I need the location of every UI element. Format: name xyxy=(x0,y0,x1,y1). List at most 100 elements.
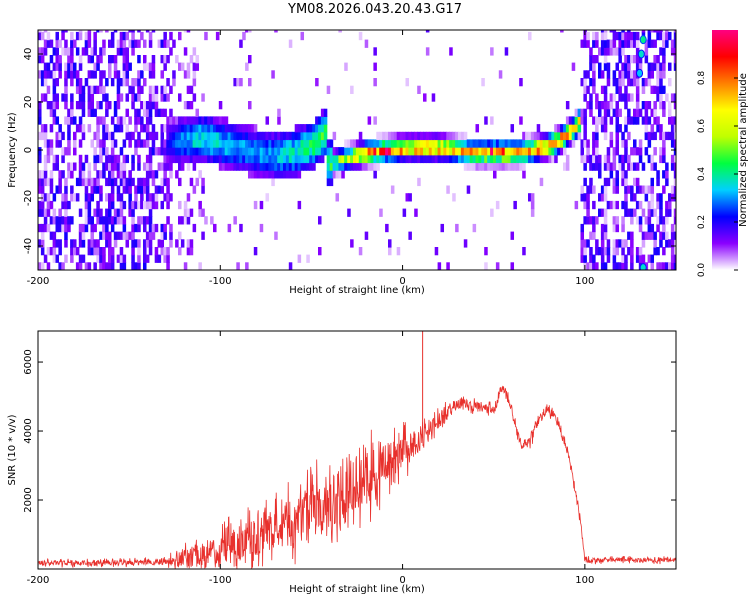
heat-cell xyxy=(574,108,579,117)
heat-cell xyxy=(283,131,287,141)
heat-cell xyxy=(110,200,115,210)
heat-cell xyxy=(539,154,544,164)
heat-cell xyxy=(367,116,372,125)
heat-cell xyxy=(52,62,57,71)
heat-cell xyxy=(647,30,652,33)
heat-cell xyxy=(43,170,48,179)
heat-cell xyxy=(70,170,74,179)
heat-cell xyxy=(370,139,375,148)
heat-cell xyxy=(300,147,305,156)
snr-x-label: Height of straight line (km) xyxy=(289,584,425,595)
heat-cell xyxy=(644,47,649,56)
heat-cell xyxy=(425,47,430,56)
heat-cell xyxy=(73,239,77,248)
heat-cell xyxy=(93,108,97,117)
heat-cell xyxy=(665,208,669,217)
heat-cell xyxy=(513,200,517,210)
heat-cell xyxy=(99,30,103,33)
heat-cell xyxy=(446,154,450,164)
heat-cell xyxy=(204,31,208,41)
y-tick-label: -20 xyxy=(23,190,34,206)
heat-cell xyxy=(583,154,587,164)
heat-cell xyxy=(143,200,147,210)
heat-cell xyxy=(160,231,165,240)
heat-cell xyxy=(49,70,54,79)
heat-cell xyxy=(382,154,386,164)
heat-cell xyxy=(315,147,319,156)
heat-cell xyxy=(172,70,176,79)
heat-cell xyxy=(84,223,89,233)
heat-cell xyxy=(583,193,587,202)
heat-cell xyxy=(630,185,634,194)
heat-cell xyxy=(542,154,547,164)
heat-cell xyxy=(635,93,640,102)
heat-cell xyxy=(606,247,611,256)
heat-cell xyxy=(600,116,605,125)
heat-cell xyxy=(40,177,45,187)
heat-cell xyxy=(522,162,526,171)
heat-cell xyxy=(169,116,173,125)
heat-cell xyxy=(615,131,620,141)
heat-cell xyxy=(148,154,153,164)
heat-cell xyxy=(563,147,567,156)
heat-cell xyxy=(137,93,141,102)
heat-cell xyxy=(583,131,587,141)
heat-cell xyxy=(668,193,672,202)
peak-marker xyxy=(639,263,647,270)
x-tick-label: -100 xyxy=(209,575,232,586)
heat-cell xyxy=(137,78,141,87)
heat-cell xyxy=(108,262,112,270)
heat-cell xyxy=(84,185,89,194)
heat-cell xyxy=(137,262,141,270)
heat-cell xyxy=(166,147,170,156)
heat-cell xyxy=(551,154,555,164)
heat-cell xyxy=(131,254,135,263)
heat-cell xyxy=(151,124,156,133)
heat-cell xyxy=(248,55,252,64)
heat-cell xyxy=(178,154,182,164)
heat-cell xyxy=(612,223,617,233)
heat-cell xyxy=(670,93,675,102)
heat-cell xyxy=(90,47,95,56)
heat-cell xyxy=(510,139,515,148)
heat-cell xyxy=(178,231,182,240)
heat-cell xyxy=(402,147,407,156)
heat-cell xyxy=(236,131,240,141)
heat-cell xyxy=(335,162,340,171)
heat-cell xyxy=(525,131,529,141)
heat-cell xyxy=(105,216,109,225)
heat-cell xyxy=(650,262,655,270)
heat-cell xyxy=(367,147,372,156)
heat-cell xyxy=(385,139,389,148)
heat-cell xyxy=(297,200,302,210)
heat-cell xyxy=(659,47,663,56)
heat-cell xyxy=(656,30,660,33)
heat-cell xyxy=(230,147,235,156)
heat-cell xyxy=(644,216,649,225)
heat-cell xyxy=(116,93,121,102)
heat-cell xyxy=(248,124,252,133)
heat-cell xyxy=(242,139,246,148)
heat-cell xyxy=(650,193,655,202)
heat-cell xyxy=(73,39,77,48)
heat-cell xyxy=(87,30,92,33)
heat-cell xyxy=(268,170,272,179)
heat-cell xyxy=(274,170,278,179)
heat-cell xyxy=(40,93,45,102)
heat-cell xyxy=(306,254,310,263)
heat-cell xyxy=(140,31,144,41)
heat-cell xyxy=(55,101,60,110)
heat-cell xyxy=(358,247,363,256)
heat-cell xyxy=(148,147,153,156)
heat-cell xyxy=(40,262,45,270)
heat-cell xyxy=(277,139,281,148)
y-tick-label: 40 xyxy=(23,48,34,61)
heat-cell xyxy=(600,239,605,248)
heat-cell xyxy=(58,262,62,270)
heat-cell xyxy=(227,139,232,148)
heat-cell xyxy=(364,139,369,148)
heat-cell xyxy=(84,78,89,87)
heat-cell xyxy=(113,30,118,33)
heat-cell xyxy=(122,162,127,171)
heat-cell xyxy=(318,124,322,133)
